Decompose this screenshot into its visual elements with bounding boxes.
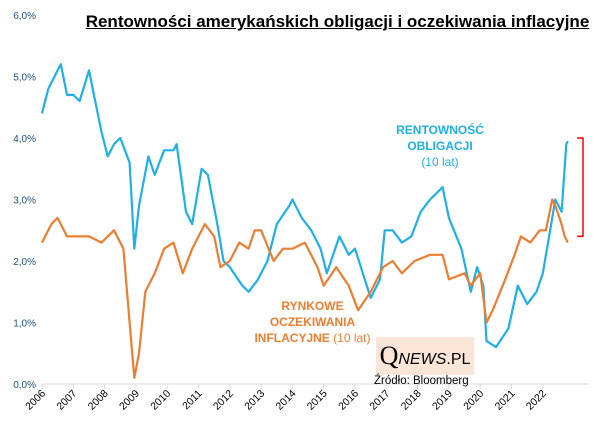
x-tick-label: 2018 bbox=[399, 388, 424, 413]
chart-title: Rentowności amerykańskich obligacji i oc… bbox=[85, 12, 590, 31]
y-tick-label: 2,0% bbox=[13, 257, 36, 268]
logo-q: Q bbox=[379, 341, 399, 370]
y-tick-label: 6,0% bbox=[13, 11, 36, 22]
x-tick-label: 2017 bbox=[367, 388, 392, 413]
x-tick-label: 2012 bbox=[211, 388, 236, 413]
series-line-breakeven bbox=[41, 198, 569, 379]
logo-news: NEWS bbox=[398, 351, 447, 368]
x-tick-label: 2014 bbox=[274, 388, 299, 413]
y-tick-label: 5,0% bbox=[13, 73, 36, 84]
breakeven-label: RYNKOWE OCZEKIWANIA INFLACYJNE (10 lat) bbox=[250, 298, 375, 346]
x-tick-label: 2008 bbox=[86, 388, 111, 413]
series-line-yield bbox=[40, 63, 569, 349]
breakeven-label-line: RYNKOWE bbox=[281, 299, 344, 313]
yield-label-line: RENTOWNOŚĆ bbox=[396, 123, 484, 137]
yield-label-line: OBLIGACJI bbox=[407, 139, 473, 153]
x-tick-label: 2016 bbox=[336, 388, 361, 413]
x-tick-label: 2013 bbox=[242, 388, 267, 413]
chart-title-wrap: Rentowności amerykańskich obligacji i oc… bbox=[0, 12, 605, 32]
x-tick-label: 2020 bbox=[461, 388, 486, 413]
x-tick-label: 2021 bbox=[493, 388, 518, 413]
logo-pl: .PL bbox=[446, 351, 471, 368]
x-tick-label: 2006 bbox=[23, 388, 48, 413]
breakeven-label-line: INFLACYJNE bbox=[254, 331, 330, 345]
yield-label: RENTOWNOŚĆ OBLIGACJI (10 lat) bbox=[385, 122, 495, 170]
breakeven-label-note: (10 lat) bbox=[333, 331, 371, 345]
x-tick-label: 2007 bbox=[54, 388, 79, 413]
y-tick-label: 0,0% bbox=[13, 380, 36, 391]
x-tick-label: 2015 bbox=[305, 388, 330, 413]
x-tick-label: 2011 bbox=[180, 388, 205, 413]
y-tick-label: 1,0% bbox=[13, 319, 36, 330]
qnews-logo: QNEWS.PL bbox=[376, 337, 474, 375]
source-note: Źródło: Bloomberg bbox=[374, 375, 469, 387]
x-tick-label: 2009 bbox=[117, 388, 142, 413]
range-bracket bbox=[577, 137, 584, 238]
x-tick-label: 2010 bbox=[148, 388, 173, 413]
yield-label-note: (10 lat) bbox=[421, 155, 459, 169]
x-tick-label: 2022 bbox=[524, 388, 549, 413]
y-tick-label: 3,0% bbox=[13, 196, 36, 207]
x-tick-label: 2019 bbox=[430, 388, 455, 413]
breakeven-label-line: OCZEKIWANIA bbox=[269, 315, 356, 329]
y-tick-label: 4,0% bbox=[13, 134, 36, 145]
